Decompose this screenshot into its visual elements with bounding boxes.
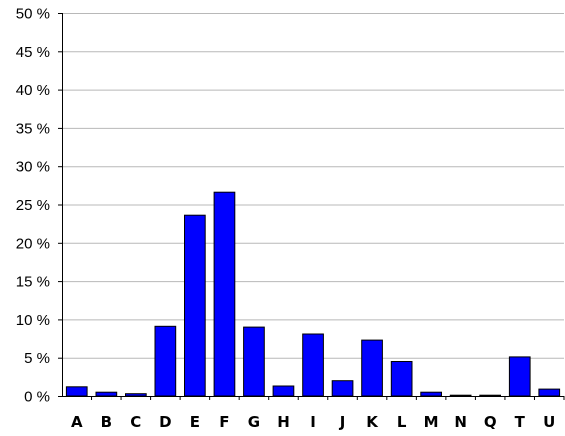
y-tick-label: 35 % [16, 120, 50, 137]
y-tick-label: 20 % [16, 235, 50, 252]
bar-I [302, 333, 324, 397]
y-tick-label: 5 % [24, 350, 50, 367]
bar-L [390, 361, 413, 397]
x-tick-label: K [366, 413, 379, 431]
y-tick-label: 0 % [24, 389, 50, 406]
bar-H [272, 385, 295, 397]
x-tick-label: M [424, 413, 439, 431]
x-tick-label: F [219, 413, 229, 431]
y-tick-label: 50 % [16, 6, 50, 23]
bar-C [125, 393, 147, 397]
x-tick-label: A [71, 413, 83, 431]
bar-A [65, 386, 88, 397]
bar-M [420, 391, 442, 397]
bar-N [449, 394, 472, 397]
y-tick-label: 25 % [16, 197, 50, 214]
x-tick-label: T [515, 413, 526, 431]
x-tick-label: B [101, 413, 112, 431]
bar-F [213, 191, 236, 397]
x-tick-label: L [397, 413, 407, 431]
bar-B [95, 391, 118, 397]
bar-E [184, 214, 206, 397]
x-tick-label: I [310, 413, 316, 431]
y-tick-label: 10 % [16, 312, 50, 329]
x-tick-label: G [248, 413, 260, 431]
y-tick-label: 45 % [16, 44, 50, 61]
bar-J [331, 380, 354, 397]
x-tick-label: C [130, 413, 141, 431]
bar-U [538, 388, 561, 397]
x-tick-label: Q [484, 413, 497, 431]
y-tick-label: 30 % [16, 159, 50, 176]
bar-G [243, 326, 265, 397]
x-tick-label: U [543, 413, 555, 431]
y-tick-label: 15 % [16, 274, 50, 291]
bar-T [508, 356, 531, 397]
x-tick-label: D [159, 413, 171, 431]
y-tick-label: 40 % [16, 82, 50, 99]
bar-K [361, 339, 383, 397]
x-tick-label: H [277, 413, 290, 431]
bar-Q [479, 394, 501, 397]
x-tick-label: E [190, 413, 200, 431]
bar-D [154, 325, 177, 397]
x-tick-label: N [454, 413, 467, 431]
x-tick-label: J [339, 413, 346, 431]
